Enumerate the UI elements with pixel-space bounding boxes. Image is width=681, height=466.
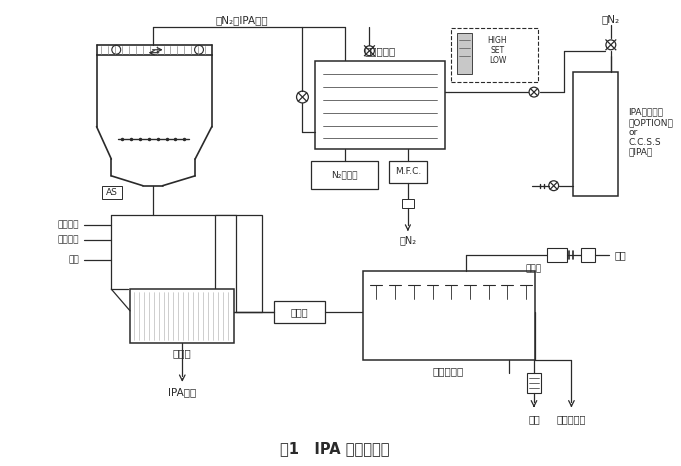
Text: 回收: 回收: [68, 255, 79, 264]
Text: 排放槽: 排放槽: [173, 348, 191, 358]
Bar: [573, 72, 618, 196]
Text: 纯N₂: 纯N₂: [399, 235, 417, 245]
Bar: [582, 248, 595, 261]
Text: IPA本地供应: IPA本地供应: [629, 107, 663, 116]
Bar: [527, 373, 541, 393]
Text: HIGH: HIGH: [488, 36, 507, 45]
Text: 蜂气发生腔: 蜂气发生腔: [364, 46, 396, 56]
Bar: [389, 161, 426, 183]
Text: 排放: 排放: [528, 414, 540, 424]
Text: （OPTION）: （OPTION）: [629, 118, 674, 127]
Text: 废气处理槽: 废气处理槽: [432, 366, 464, 376]
Bar: [274, 301, 325, 322]
Bar: [547, 248, 567, 261]
Bar: [452, 28, 538, 82]
Text: （IPA）: （IPA）: [629, 148, 653, 157]
Text: 图1   IPA 系统示意图: 图1 IPA 系统示意图: [280, 441, 390, 456]
Bar: [457, 33, 472, 75]
Text: M.F.C.: M.F.C.: [395, 167, 421, 177]
Text: IPA排放: IPA排放: [168, 388, 196, 397]
Bar: [311, 161, 379, 189]
Text: 节气阀: 节气阀: [526, 264, 542, 273]
Bar: [102, 186, 122, 199]
Text: 软化水供应: 软化水供应: [557, 414, 586, 424]
Text: 排风: 排风: [615, 250, 627, 260]
Text: 安全排放: 安全排放: [57, 220, 79, 230]
Bar: [315, 61, 445, 149]
Text: 纯N₂: 纯N₂: [602, 14, 620, 24]
Bar: [130, 289, 234, 343]
Bar: [402, 199, 414, 208]
Text: N₂加热器: N₂加热器: [332, 171, 358, 179]
Bar: [362, 271, 535, 360]
Text: 抽吸器: 抽吸器: [291, 307, 308, 317]
Bar: [215, 215, 262, 312]
Text: C.C.S.S: C.C.S.S: [629, 138, 661, 147]
Text: AS: AS: [106, 188, 118, 197]
Text: 快速排放: 快速排放: [57, 235, 79, 244]
Text: SET: SET: [490, 46, 505, 55]
Text: 热N₂和IPA蜂气: 热N₂和IPA蜂气: [215, 15, 268, 25]
Text: LOW: LOW: [489, 56, 506, 65]
Text: or: or: [629, 128, 638, 137]
